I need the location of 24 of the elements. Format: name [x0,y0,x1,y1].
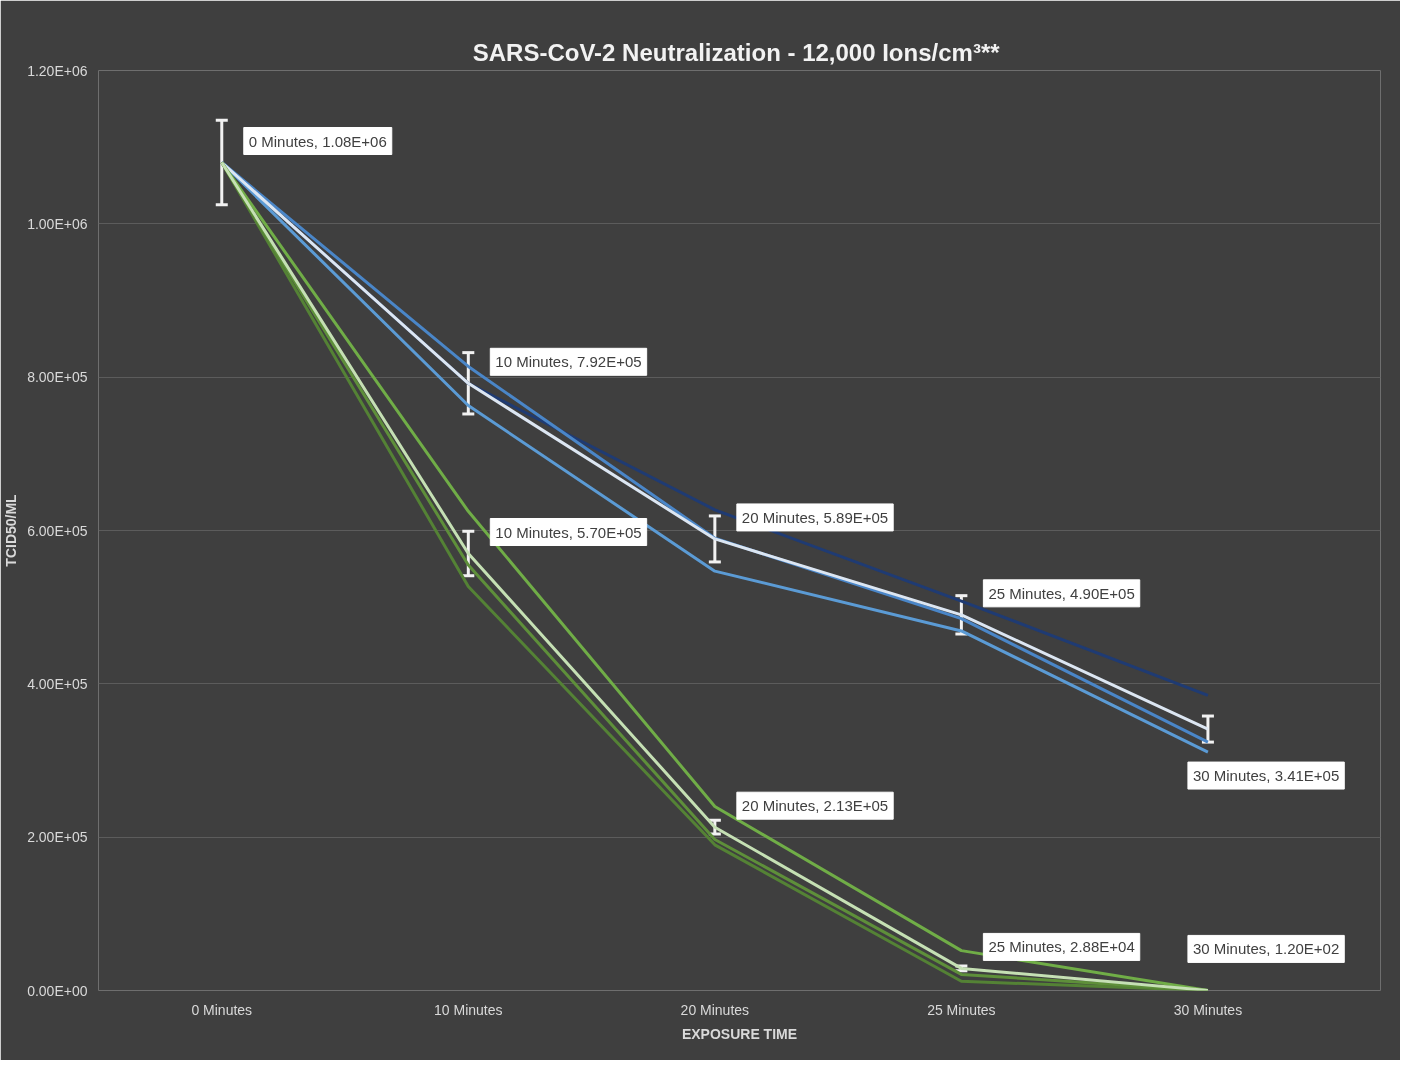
y-tick-label: 0.00E+00 [27,982,88,999]
x-tick-label: 0 Minutes [191,1001,253,1018]
annotation: 20 Minutes, 5.89E+05 [741,508,889,526]
annotation: 20 Minutes, 2.13E+05 [741,797,889,815]
x-tick-label: 10 Minutes [434,1001,503,1018]
annotation: 25 Minutes, 2.88E+04 [988,938,1135,956]
annotation: 30 Minutes, 3.41E+05 [1192,767,1340,785]
y-tick-label: 2.00E+05 [27,829,88,846]
y-tick-label: 1.00E+06 [27,215,88,232]
y-tick-label: 4.00E+05 [27,675,88,692]
annotation: 10 Minutes, 7.92E+05 [495,353,642,371]
y-axis-title: TCID50/ML [3,493,20,567]
x-tick-label: 20 Minutes [680,1001,750,1018]
x-tick-label: 30 Minutes [1173,1001,1243,1018]
annotation: 10 Minutes, 5.70E+05 [495,523,642,541]
y-tick-label: 6.00E+05 [27,522,88,539]
annotation: 30 Minutes, 1.20E+02 [1192,940,1340,958]
x-axis-title: EXPOSURE TIME [681,1025,798,1042]
chart-title: SARS-CoV-2 Neutralization - 12,000 Ions/cm³** [472,38,1001,66]
annotation: 0 Minutes, 1.08E+06 [248,132,387,150]
y-tick-label: 1.20E+06 [27,62,88,79]
x-tick-label: 25 Minutes [927,1001,996,1018]
y-tick-label: 8.00E+05 [27,369,88,386]
annotation: 25 Minutes, 4.90E+05 [988,584,1135,602]
